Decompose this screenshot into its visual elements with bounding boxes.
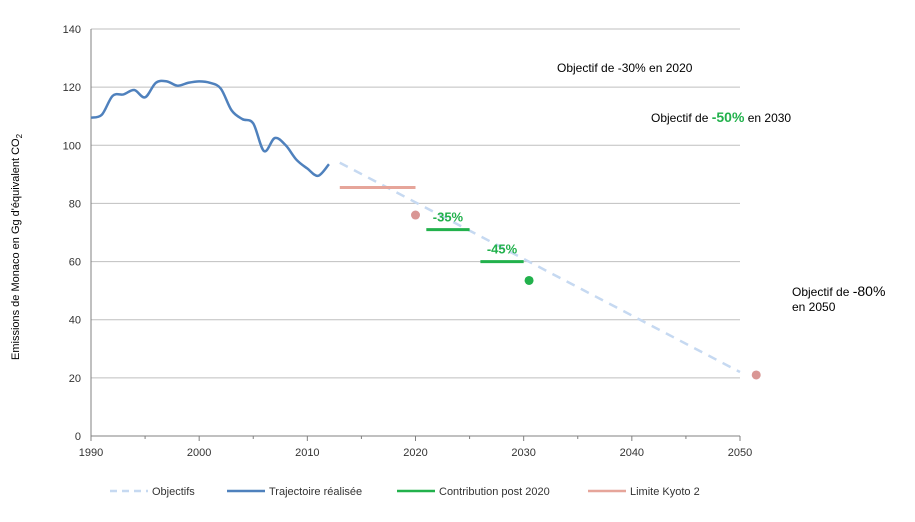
target-marker [524, 275, 534, 285]
target-marker [751, 370, 761, 380]
annotation-2050-line2: en 2050 [792, 300, 836, 314]
y-tick-label: 100 [63, 140, 81, 152]
legend-label: Contribution post 2020 [439, 486, 550, 498]
x-tick-label: 2030 [511, 447, 535, 459]
y-tick-label: 140 [63, 24, 81, 36]
legend-label: Limite Kyoto 2 [630, 486, 700, 498]
annotation-2050-value: -80% [853, 283, 886, 299]
target-marker [411, 210, 420, 220]
annotation-objective-2020: Objectif de -30% en 2020 [557, 61, 693, 75]
x-tick-label: 2000 [187, 447, 211, 459]
contribution-data-label: -45% [487, 242, 518, 257]
gridlines [91, 28, 740, 379]
y-axis-title-text: Emissions de Monaco en Gg d'équivalent C… [10, 138, 22, 360]
y-axis-title: Emissions de Monaco en Gg d'équivalent C… [10, 133, 24, 360]
annotation-2030-suffix: en 2030 [744, 111, 791, 125]
y-tick-label: 0 [75, 431, 81, 443]
legend: Objectifs Trajectoire réalisée Contributio… [110, 486, 700, 498]
y-tick-label: 20 [69, 373, 81, 385]
x-tick-label: 2010 [295, 447, 319, 459]
x-tick-label: 2050 [728, 447, 752, 459]
series-objectifs-line [339, 161, 741, 374]
annotation-objective-2030: Objectif de -50% en 2030 [651, 109, 791, 125]
legend-label: Trajectoire réalisée [269, 486, 362, 498]
contribution-data-label: -35% [433, 210, 464, 225]
series-layer: -35% -45% [90, 79, 741, 374]
annotation-2030-prefix: Objectif de [651, 111, 712, 125]
y-tick-label: 40 [69, 315, 81, 327]
y-tick-label: 60 [69, 257, 81, 269]
annotation-2050-prefix: Objectif de [792, 285, 853, 299]
marker-layer [411, 210, 761, 380]
series-trajectoire-line [90, 79, 330, 178]
annotation-2030-value: -50% [712, 109, 745, 125]
legend-label: Objectifs [152, 486, 195, 498]
x-tick-label: 2040 [620, 447, 644, 459]
annotation-objective-2050: Objectif de -80% [792, 283, 885, 299]
y-tick-label: 80 [69, 198, 81, 210]
x-tick-label: 2020 [403, 447, 427, 459]
y-tick-label: 120 [63, 82, 81, 94]
x-tick-label: 1990 [79, 447, 103, 459]
y-axis-title-subscript: 2 [15, 133, 24, 138]
